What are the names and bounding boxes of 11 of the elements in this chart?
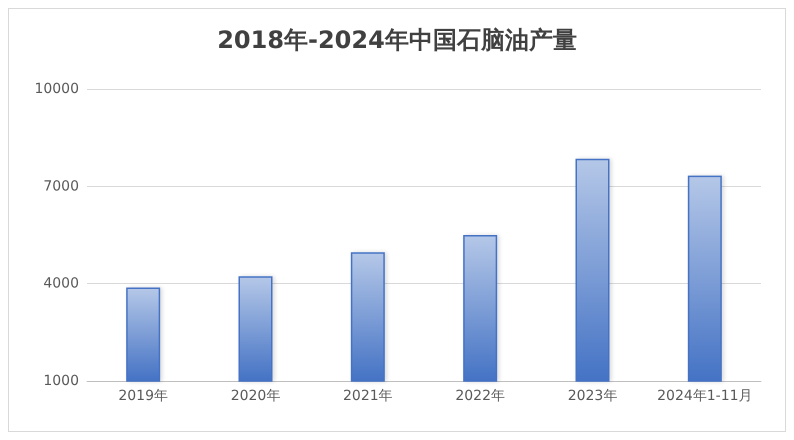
x-tick-label: 2021年 xyxy=(343,388,393,404)
x-tick-label: 2023年 xyxy=(568,388,618,404)
y-tick-label: 7000 xyxy=(43,178,79,194)
x-tick-label: 2019年 xyxy=(118,388,168,404)
y-tick-label: 1000 xyxy=(43,373,79,389)
x-tick-label: 2024年1-11月 xyxy=(657,388,753,404)
x-tick-label: 2022年 xyxy=(455,388,505,404)
y-tick-label: 4000 xyxy=(43,276,79,292)
chart-title: 2018年-2024年中国石脑油产量 xyxy=(217,26,577,54)
x-tick-label: 2020年 xyxy=(230,388,280,404)
y-tick-label: 10000 xyxy=(34,81,79,97)
